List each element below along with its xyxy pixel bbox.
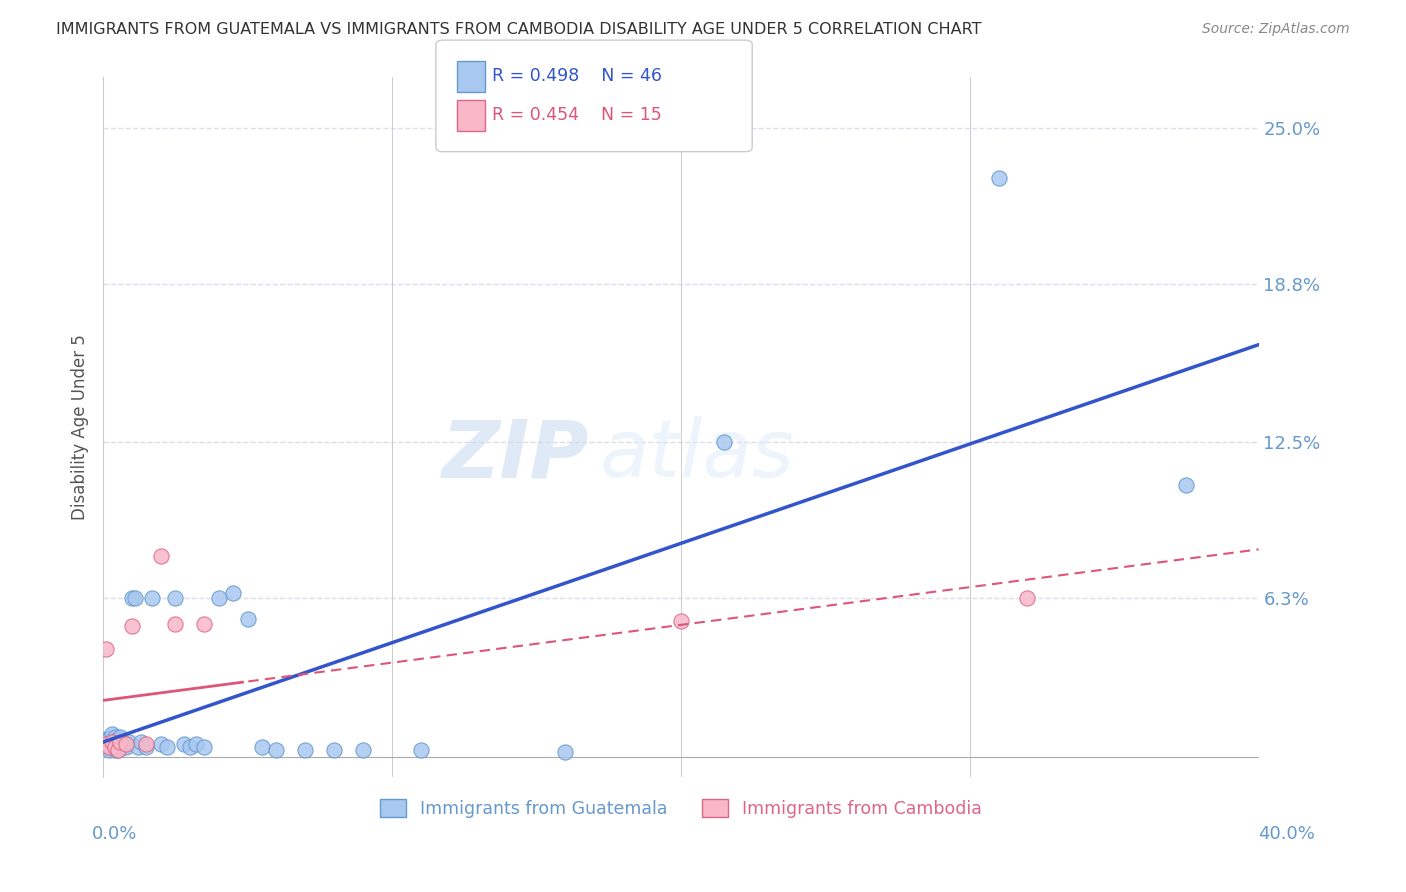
Point <box>236 612 259 626</box>
Point <box>94 735 117 749</box>
Point <box>713 435 735 450</box>
Point <box>1017 591 1039 606</box>
Point <box>107 742 129 756</box>
Point <box>323 742 346 756</box>
Y-axis label: Disability Age Under 5: Disability Age Under 5 <box>72 334 89 520</box>
Point <box>121 591 143 606</box>
Point <box>97 742 120 756</box>
Point <box>94 739 117 754</box>
Point <box>294 742 316 756</box>
Point <box>115 738 138 752</box>
Point <box>266 742 288 756</box>
Text: Source: ZipAtlas.com: Source: ZipAtlas.com <box>1202 22 1350 37</box>
Point <box>141 591 163 606</box>
Point <box>179 739 201 754</box>
Point <box>97 732 120 747</box>
Point <box>115 739 138 754</box>
Point <box>554 745 576 759</box>
Point <box>352 742 374 756</box>
Point <box>149 549 172 563</box>
Point <box>94 738 117 752</box>
Point <box>101 735 124 749</box>
Point <box>107 732 129 747</box>
Point <box>94 641 117 656</box>
Text: IMMIGRANTS FROM GUATEMALA VS IMMIGRANTS FROM CAMBODIA DISABILITY AGE UNDER 5 COR: IMMIGRANTS FROM GUATEMALA VS IMMIGRANTS … <box>56 22 981 37</box>
Point <box>112 735 135 749</box>
Point <box>987 171 1010 186</box>
Point <box>129 735 152 749</box>
Text: ZIP: ZIP <box>441 417 589 494</box>
Point <box>110 735 132 749</box>
Point <box>135 739 157 754</box>
Text: 0.0%: 0.0% <box>91 825 136 843</box>
Text: R = 0.454    N = 15: R = 0.454 N = 15 <box>492 106 662 124</box>
Point <box>110 730 132 744</box>
Point <box>222 586 245 600</box>
Point <box>104 730 127 744</box>
Point <box>107 742 129 756</box>
Point <box>165 616 187 631</box>
Point <box>156 739 179 754</box>
Point <box>121 619 143 633</box>
Text: R = 0.498    N = 46: R = 0.498 N = 46 <box>492 67 662 85</box>
Point <box>409 742 432 756</box>
Point <box>101 739 124 754</box>
Point <box>94 732 117 747</box>
Point <box>110 739 132 754</box>
Point <box>124 591 146 606</box>
Point <box>173 738 195 752</box>
Point <box>118 735 141 749</box>
Point <box>669 614 692 628</box>
Point <box>135 738 157 752</box>
Point <box>104 739 127 754</box>
Point <box>250 739 273 754</box>
Point <box>112 739 135 754</box>
Point <box>127 739 149 754</box>
Text: 40.0%: 40.0% <box>1258 825 1315 843</box>
Point <box>104 738 127 752</box>
Point <box>193 616 215 631</box>
Legend: Immigrants from Guatemala, Immigrants from Cambodia: Immigrants from Guatemala, Immigrants fr… <box>373 792 988 824</box>
Point <box>101 735 124 749</box>
Point <box>208 591 231 606</box>
Point <box>184 738 207 752</box>
Text: atlas: atlas <box>600 417 794 494</box>
Point <box>149 738 172 752</box>
Point <box>97 739 120 754</box>
Point <box>165 591 187 606</box>
Point <box>193 739 215 754</box>
Point <box>104 742 127 756</box>
Point <box>101 727 124 741</box>
Point <box>97 738 120 752</box>
Point <box>1175 478 1198 492</box>
